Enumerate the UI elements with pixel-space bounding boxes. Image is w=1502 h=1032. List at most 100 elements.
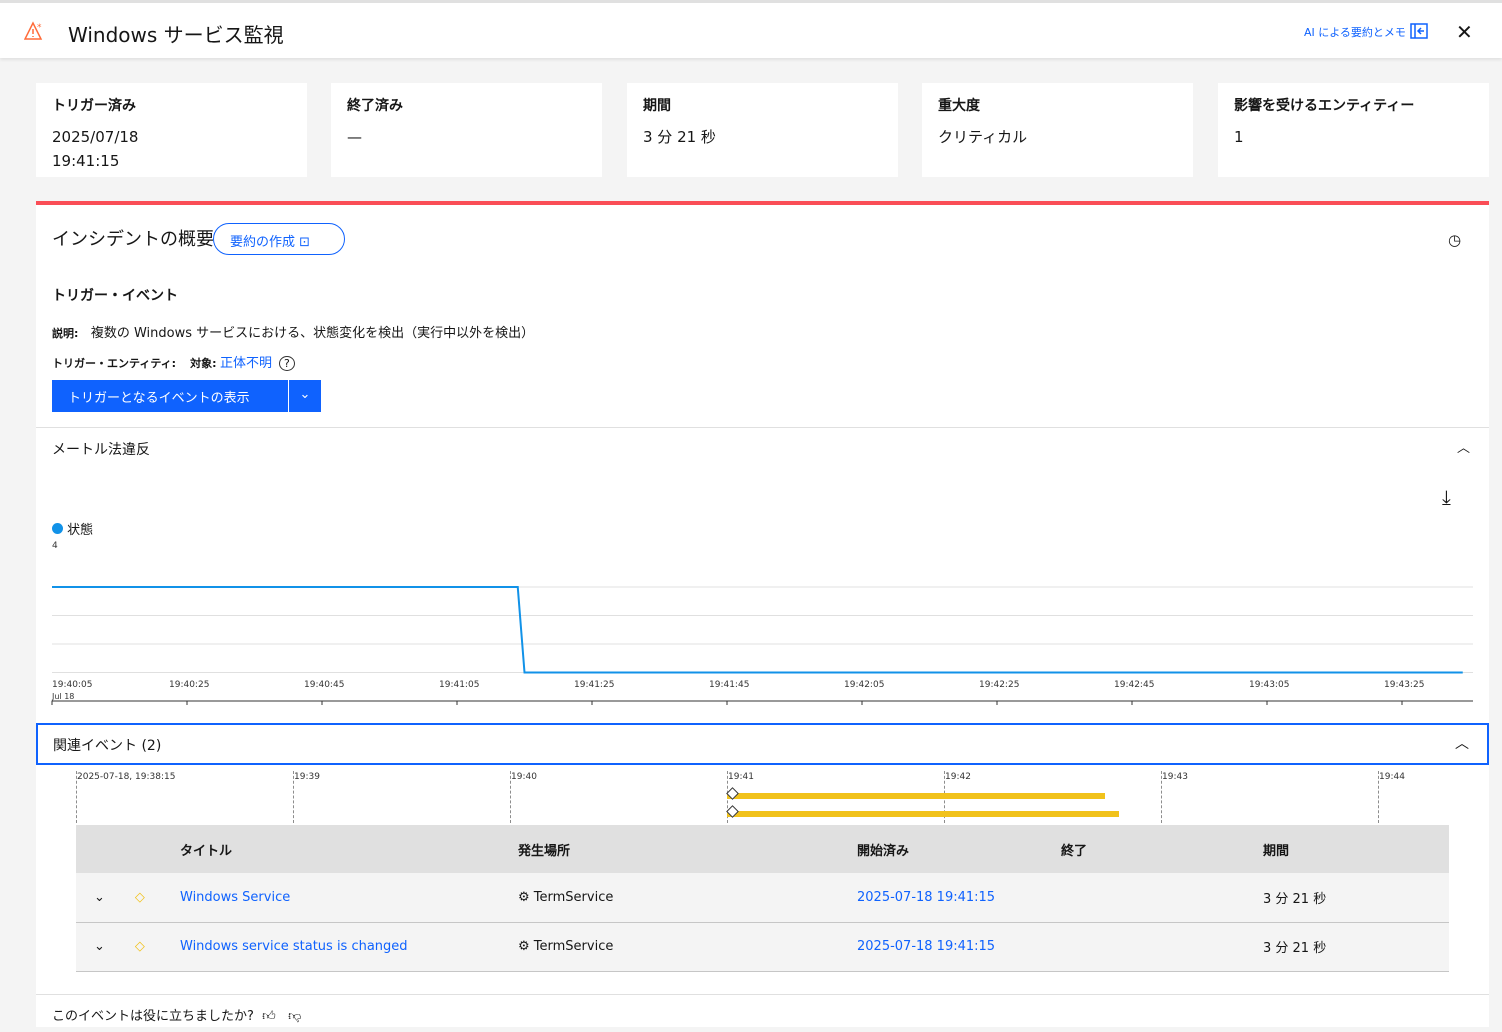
- table-row[interactable]: ⌄ ◇ Windows service status is changed ⚙ Ter…: [76, 922, 1449, 972]
- y-tick: 4: [52, 541, 58, 551]
- col-end[interactable]: 終了: [1061, 825, 1263, 873]
- target-label: 対象:: [190, 357, 217, 370]
- timeline-gridline: [1378, 771, 1379, 823]
- x-tick-label: 19:41:25: [574, 680, 615, 690]
- x-tick-label: 19:40:25: [169, 680, 210, 690]
- x-tick-label: 19:42:05: [844, 680, 885, 690]
- col-duration[interactable]: 期間: [1263, 825, 1449, 873]
- svg-text:*: *: [37, 23, 42, 33]
- card-label: 重大度: [938, 98, 980, 114]
- entity-label: トリガー・エンティティ:: [52, 357, 177, 370]
- target-link[interactable]: 正体不明: [219, 356, 272, 371]
- x-tick-label: 19:43:25: [1384, 680, 1425, 690]
- create-summary-button[interactable]: 要約の作成 ⊡: [213, 223, 345, 255]
- close-icon[interactable]: ✕: [1456, 20, 1473, 44]
- chart-legend[interactable]: 状態: [52, 519, 93, 538]
- header: * Windows サービス監視 AI による要約とメモ ✕: [0, 0, 1502, 58]
- timeline-bar[interactable]: [727, 793, 1105, 799]
- ai-summary-link[interactable]: AI による要約とメモ: [1304, 26, 1406, 39]
- timeline-gridline: [510, 771, 511, 823]
- card-value: 2025/07/18: [52, 128, 139, 146]
- event-start[interactable]: 2025-07-18 19:41:15: [857, 873, 1061, 923]
- chevron-up-icon[interactable]: ︿: [1457, 441, 1471, 456]
- download-icon[interactable]: ⤓: [1442, 485, 1451, 509]
- table-row[interactable]: ⌄ ◇ Windows Service ⚙ TermService 2025-07-18…: [76, 873, 1449, 923]
- description-label: 説明:: [52, 327, 79, 340]
- card-ended: 終了済み —: [331, 83, 602, 177]
- legend-label: 状態: [67, 523, 94, 538]
- feedback-question: このイベントは役に立ちましたか?: [52, 1009, 254, 1024]
- show-trigger-events-button[interactable]: トリガーとなるイベントの表示: [52, 380, 288, 412]
- card-value-time: 19:41:15: [52, 152, 120, 170]
- card-value: クリティカル: [938, 128, 1028, 146]
- related-title: 関連イベント (2): [53, 738, 162, 754]
- col-start[interactable]: 開始済み: [857, 825, 1061, 873]
- panel-toggle-icon[interactable]: [1410, 23, 1428, 39]
- timeline-tick-label: 19:44: [1379, 772, 1405, 782]
- x-tick-label: 19:43:05: [1249, 680, 1290, 690]
- chevron-down-icon[interactable]: ⌄: [289, 380, 321, 412]
- event-title-link[interactable]: Windows Service: [180, 873, 518, 923]
- timeline-tick-label: 2025-07-18, 19:38:15: [77, 772, 176, 782]
- incident-panel: インシデントの概要 要約の作成 ⊡ ◷ トリガー・イベント 説明: 複数の Wi…: [36, 201, 1489, 1027]
- trigger-title: トリガー・イベント: [52, 288, 178, 304]
- event-title-link[interactable]: Windows service status is changed: [180, 922, 518, 972]
- card-entities: 影響を受けるエンティティー 1: [1218, 83, 1489, 177]
- table-header: タイトル 発生場所 開始済み 終了 期間: [76, 825, 1449, 873]
- card-severity: 重大度 クリティカル: [922, 83, 1193, 177]
- card-duration: 期間 3 分 21 秒: [627, 83, 898, 177]
- description-row: 説明: 複数の Windows サービスにおける、状態変化を検出（実行中以外を検…: [52, 322, 534, 341]
- event-duration: 3 分 21 秒: [1263, 873, 1449, 923]
- timeline-bar[interactable]: [727, 811, 1119, 817]
- x-tick-label: 19:40:05: [52, 680, 93, 690]
- overview-title: インシデントの概要: [52, 229, 214, 250]
- entity-row: トリガー・エンティティ: 対象: 正体不明 ?: [52, 352, 295, 371]
- x-tick-label: 19:41:05: [439, 680, 480, 690]
- expand-chevron-icon[interactable]: ⌄: [94, 939, 105, 954]
- warning-icon: *: [24, 21, 43, 40]
- metric-chart: [51, 586, 1473, 705]
- timeline-tick-label: 19:41: [728, 772, 754, 782]
- event-source: TermService: [533, 939, 614, 954]
- x-tick-label: 19:42:25: [979, 680, 1020, 690]
- ai-icon: ⊡: [299, 235, 311, 250]
- timeline-tick-label: 19:43: [1162, 772, 1188, 782]
- event-end: [1061, 873, 1263, 923]
- col-source[interactable]: 発生場所: [518, 825, 857, 873]
- metric-title: メートル法違反: [52, 442, 150, 458]
- timeline-tick-label: 19:40: [511, 772, 537, 782]
- x-tick-label: 19:41:45: [709, 680, 750, 690]
- timeline-gridline: [1161, 771, 1162, 823]
- event-duration: 3 分 21 秒: [1263, 922, 1449, 972]
- x-tick-label: 19:40:45: [304, 680, 345, 690]
- event-end: [1061, 922, 1263, 972]
- card-label: トリガー済み: [52, 98, 136, 114]
- legend-dot: [52, 523, 63, 534]
- page-title: Windows サービス監視: [68, 23, 284, 47]
- x-sub-label: Jul 18: [52, 692, 75, 701]
- related-events-header[interactable]: 関連イベント (2) ︿: [36, 723, 1489, 765]
- card-label: 終了済み: [347, 98, 403, 114]
- feedback-row: このイベントは役に立ちましたか? 👍︎ 👎︎: [52, 1005, 301, 1024]
- warning-diamond-icon: ◇: [134, 889, 145, 905]
- card-label: 期間: [643, 98, 671, 114]
- chevron-up-icon[interactable]: ︿: [1455, 736, 1469, 752]
- description-text: 複数の Windows サービスにおける、状態変化を検出（実行中以外を検出）: [90, 326, 535, 341]
- card-value: 1: [1234, 128, 1244, 146]
- timeline-tick-label: 19:39: [294, 772, 320, 782]
- expand-chevron-icon[interactable]: ⌄: [94, 889, 105, 905]
- create-summary-label: 要約の作成: [230, 235, 296, 250]
- event-source: TermService: [533, 889, 614, 905]
- thumbs-up-icon[interactable]: 👍︎: [262, 1009, 276, 1024]
- card-value: 3 分 21 秒: [643, 128, 716, 146]
- series-line[interactable]: [52, 586, 1463, 674]
- gear-icon: ⚙: [518, 889, 530, 905]
- history-icon[interactable]: ◷: [1448, 231, 1462, 249]
- col-title[interactable]: タイトル: [180, 825, 518, 873]
- warning-diamond-icon: ◇: [134, 939, 145, 954]
- event-start[interactable]: 2025-07-18 19:41:15: [857, 922, 1061, 972]
- thumbs-down-icon[interactable]: 👎︎: [288, 1009, 302, 1024]
- x-tick-label: 19:42:45: [1114, 680, 1155, 690]
- help-icon[interactable]: ?: [279, 356, 295, 371]
- gear-icon: ⚙: [518, 939, 530, 954]
